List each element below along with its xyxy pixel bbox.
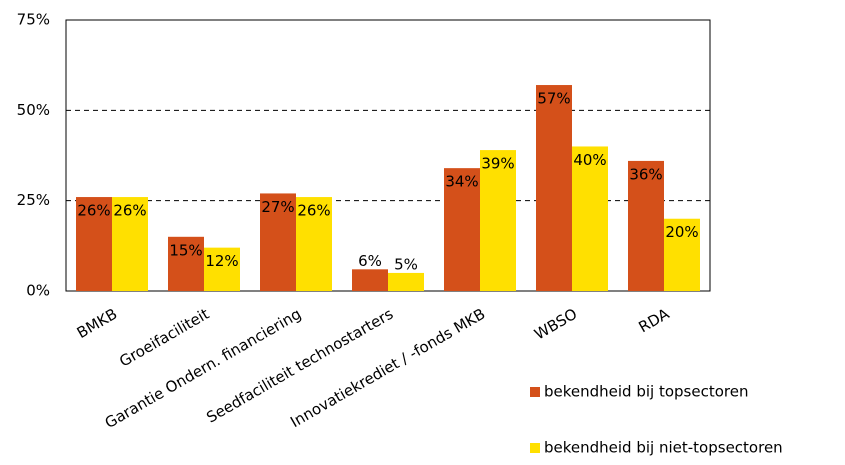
bar [628, 160, 664, 291]
bar [480, 150, 516, 291]
data-label: 27% [261, 198, 294, 216]
data-label: 5% [394, 255, 418, 273]
bar [204, 247, 240, 291]
data-label: 57% [537, 90, 570, 108]
bar [388, 272, 424, 291]
bar [444, 168, 480, 291]
bar [572, 146, 608, 291]
data-label: 36% [629, 165, 662, 183]
y-tick-label: 50% [17, 101, 50, 119]
data-label: 20% [665, 223, 698, 241]
bar [352, 269, 388, 291]
y-tick-label: 0% [26, 282, 50, 300]
data-label: 39% [481, 155, 514, 173]
legend-swatch [530, 387, 540, 397]
x-tick-label: WBSO [531, 305, 580, 344]
data-label: 34% [445, 173, 478, 191]
y-tick-label: 25% [17, 191, 50, 209]
data-label: 15% [169, 241, 202, 259]
legend-label: bekendheid bij topsectoren [544, 383, 748, 401]
x-tick-label: BMKB [74, 305, 121, 342]
y-tick-label: 75% [17, 11, 50, 29]
legend-swatch [530, 443, 540, 453]
data-label: 26% [113, 202, 146, 220]
bar [76, 197, 112, 291]
data-label: 26% [297, 202, 330, 220]
legend-label: bekendheid bij niet-topsectoren [544, 439, 783, 457]
data-label: 12% [205, 252, 238, 270]
x-tick-label: RDA [636, 304, 673, 336]
bar [168, 236, 204, 291]
bar [112, 197, 148, 291]
data-label: 26% [77, 202, 110, 220]
bar [664, 218, 700, 291]
plot-border [65, 19, 711, 292]
data-label: 6% [358, 252, 382, 270]
bar [536, 85, 572, 291]
data-label: 40% [573, 151, 606, 169]
bar [296, 197, 332, 291]
bar [260, 193, 296, 291]
